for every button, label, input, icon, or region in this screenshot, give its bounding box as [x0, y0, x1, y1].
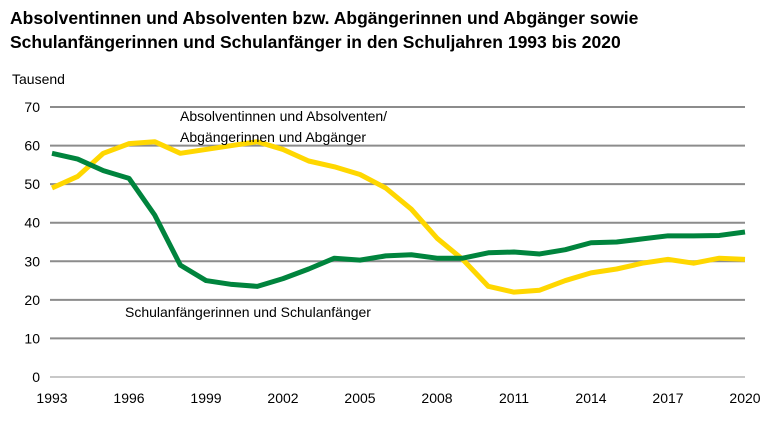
chart-title-line1: Absolventinnen und Absolventen bzw. Abgä… — [10, 8, 639, 28]
y-tick-label: 10 — [24, 330, 40, 346]
x-tick-label: 2005 — [344, 390, 375, 406]
y-tick-label: 40 — [24, 215, 40, 231]
x-tick-label: 1996 — [113, 390, 144, 406]
y-axis-label: Tausend — [12, 71, 65, 87]
x-tick-label: 2011 — [499, 390, 529, 406]
y-tick-label: 20 — [24, 292, 40, 308]
series-label-1: Schulanfängerinnen und Schulanfänger — [125, 304, 371, 320]
y-tick-label: 70 — [24, 99, 40, 115]
x-tick-label: 2020 — [729, 390, 760, 406]
x-tick-label: 2014 — [575, 390, 606, 406]
series-label-0: Abgängerinnen und Abgänger — [180, 129, 366, 145]
x-tick-label: 2017 — [652, 390, 683, 406]
y-tick-label: 30 — [24, 253, 40, 269]
series-line-1 — [51, 150, 746, 289]
x-tick-label: 1999 — [190, 390, 221, 406]
series-line-0 — [50, 139, 746, 295]
x-tick-label: 2002 — [267, 390, 298, 406]
x-tick-label: 1993 — [36, 390, 67, 406]
y-tick-label: 0 — [32, 369, 40, 385]
x-tick-label: 2008 — [421, 390, 452, 406]
y-tick-label: 50 — [24, 176, 40, 192]
chart-title-line2: Schulanfängerinnen und Schulanfänger in … — [10, 32, 621, 52]
y-tick-label: 60 — [24, 138, 40, 154]
series-label-0: Absolventinnen und Absolventen/ — [180, 108, 387, 124]
chart-title: Absolventinnen und Absolventen bzw. Abgä… — [10, 6, 638, 54]
